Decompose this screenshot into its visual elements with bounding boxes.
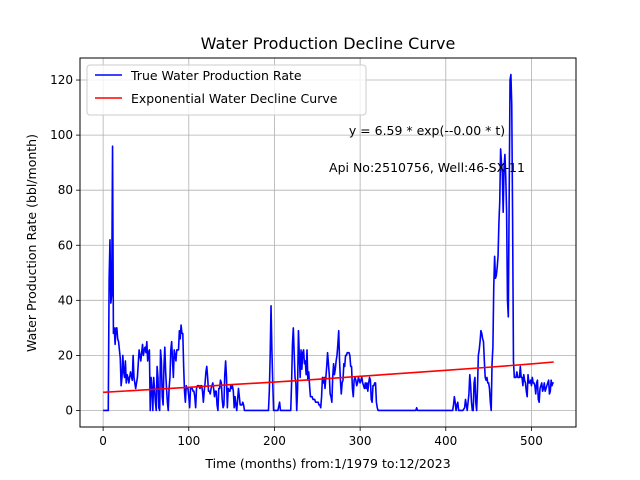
series-lines [103,73,554,412]
x-tick-label: 200 [263,434,286,448]
series-line-true-water [103,73,554,412]
chart-title: Water Production Decline Curve [201,34,456,53]
x-tick-label: 300 [349,434,372,448]
y-tick-label: 100 [50,128,73,142]
y-axis-ticks: 0 20 40 60 80 100 120 [50,73,80,417]
y-axis-label: Water Production Rate (bbl/month) [24,134,39,352]
y-tick-label: 20 [58,348,73,362]
x-tick-label: 0 [99,434,107,448]
well-annotation: Api No:2510756, Well:46-SX-11 [329,160,525,175]
series-line-exponential [103,361,554,394]
plot-frame [79,57,577,428]
legend-label-exponential: Exponential Water Decline Curve [131,91,338,106]
y-tick-label: 80 [58,183,73,197]
y-tick-label: 120 [50,73,73,87]
equation-annotation: y = 6.59 * exp(--0.00 * t) [349,123,505,138]
x-tick-label: 400 [434,434,457,448]
y-tick-label: 0 [65,403,73,417]
legend-label-true-water: True Water Production Rate [130,68,302,83]
x-axis-ticks: 0 100 200 300 400 500 [99,427,543,448]
x-tick-label: 500 [520,434,543,448]
grid [80,58,576,427]
y-tick-label: 40 [58,293,73,307]
legend-box [86,64,367,116]
legend: True Water Production Rate Exponential W… [86,64,367,116]
x-axis-label: Time (months) from:1/1979 to:12/2023 [204,456,450,471]
y-tick-label: 60 [58,238,73,252]
x-tick-label: 100 [177,434,200,448]
